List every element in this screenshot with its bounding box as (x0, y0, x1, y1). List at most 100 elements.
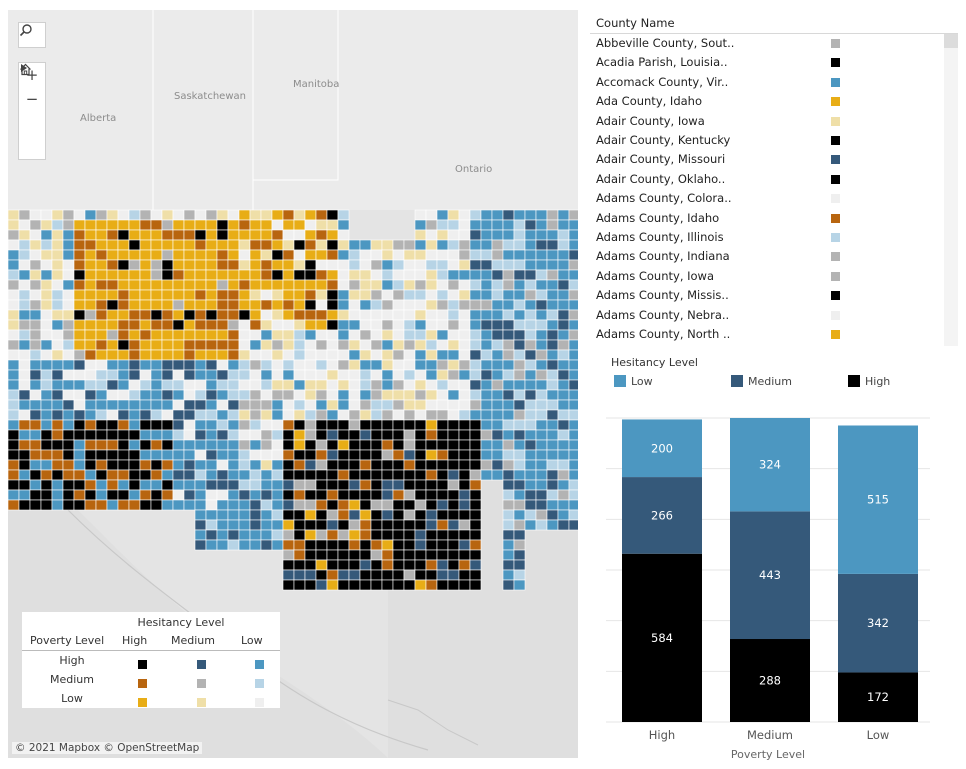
county-tile[interactable] (359, 259, 372, 271)
county-tile[interactable] (117, 479, 130, 491)
county-tile[interactable] (524, 359, 537, 371)
county-tile[interactable] (403, 529, 416, 541)
county-tile[interactable] (172, 449, 185, 461)
county-tile[interactable] (315, 259, 328, 271)
county-tile[interactable] (315, 299, 328, 311)
county-tile[interactable] (8, 399, 20, 411)
county-tile[interactable] (128, 359, 141, 371)
county-tile[interactable] (414, 559, 427, 571)
county-tile[interactable] (161, 409, 174, 421)
county-tile[interactable] (117, 489, 130, 501)
county-tile[interactable] (524, 299, 537, 311)
county-tile[interactable] (425, 219, 438, 231)
county-tile[interactable] (315, 499, 328, 511)
county-tile[interactable] (172, 389, 185, 401)
county-tile[interactable] (359, 329, 372, 341)
county-tile[interactable] (139, 299, 152, 311)
county-tile[interactable] (447, 509, 460, 521)
county-tile[interactable] (381, 369, 394, 381)
county-tile[interactable] (216, 359, 229, 371)
county-tile[interactable] (337, 229, 350, 241)
county-tile[interactable] (337, 539, 350, 551)
county-tile[interactable] (348, 399, 361, 411)
county-tile[interactable] (458, 359, 471, 371)
county-tile[interactable] (315, 409, 328, 421)
county-tile[interactable] (216, 429, 229, 441)
county-tile[interactable] (568, 339, 578, 351)
county-tile[interactable] (249, 449, 262, 461)
county-tile[interactable] (414, 539, 427, 551)
county-tile[interactable] (557, 469, 570, 481)
county-tile[interactable] (403, 429, 416, 441)
county-tile[interactable] (392, 509, 405, 521)
county-tile[interactable] (62, 319, 75, 331)
county-tile[interactable] (183, 359, 196, 371)
county-tile[interactable] (194, 439, 207, 451)
bar-segment-high-high[interactable] (622, 553, 702, 722)
county-tile[interactable] (447, 389, 460, 401)
county-tile[interactable] (568, 449, 578, 461)
county-tile[interactable] (29, 499, 42, 511)
county-tile[interactable] (282, 559, 295, 571)
county-tile[interactable] (84, 439, 97, 451)
county-tile[interactable] (568, 279, 578, 291)
county-tile[interactable] (249, 489, 262, 501)
county-tile[interactable] (359, 459, 372, 471)
county-tile[interactable] (183, 329, 196, 341)
county-tile[interactable] (502, 439, 515, 451)
county-tile[interactable] (117, 239, 130, 251)
county-tile[interactable] (458, 299, 471, 311)
county-tile[interactable] (392, 559, 405, 571)
county-list-row[interactable]: Adams County, Colora.. (590, 189, 942, 208)
county-tile[interactable] (414, 549, 427, 561)
county-tile[interactable] (238, 539, 251, 551)
county-tile[interactable] (326, 419, 339, 431)
county-tile[interactable] (458, 459, 471, 471)
county-tile[interactable] (40, 319, 53, 331)
county-tile[interactable] (546, 209, 559, 221)
county-tile[interactable] (62, 489, 75, 501)
county-tile[interactable] (480, 299, 493, 311)
county-tile[interactable] (161, 469, 174, 481)
county-tile[interactable] (29, 229, 42, 241)
county-tile[interactable] (128, 299, 141, 311)
county-tile[interactable] (8, 389, 20, 401)
county-tile[interactable] (227, 429, 240, 441)
county-tile[interactable] (183, 409, 196, 421)
county-tile[interactable] (51, 409, 64, 421)
county-tile[interactable] (249, 499, 262, 511)
county-tile[interactable] (51, 349, 64, 361)
county-tile[interactable] (381, 449, 394, 461)
county-tile[interactable] (139, 409, 152, 421)
county-tile[interactable] (326, 239, 339, 251)
county-tile[interactable] (106, 359, 119, 371)
county-tile[interactable] (546, 269, 559, 281)
county-tile[interactable] (513, 539, 526, 551)
county-tile[interactable] (183, 489, 196, 501)
county-tile[interactable] (447, 239, 460, 251)
county-tile[interactable] (205, 489, 218, 501)
county-tile[interactable] (183, 349, 196, 361)
county-tile[interactable] (315, 219, 328, 231)
county-tile[interactable] (260, 509, 273, 521)
county-tile[interactable] (315, 549, 328, 561)
county-tile[interactable] (249, 229, 262, 241)
county-tile[interactable] (260, 439, 273, 451)
county-tile[interactable] (260, 309, 273, 321)
county-tile[interactable] (84, 389, 97, 401)
county-tile[interactable] (282, 279, 295, 291)
county-tile[interactable] (260, 299, 273, 311)
county-tile[interactable] (381, 279, 394, 291)
county-tile[interactable] (403, 579, 416, 591)
county-tile[interactable] (447, 479, 460, 491)
county-tile[interactable] (469, 269, 482, 281)
county-tile[interactable] (546, 279, 559, 291)
county-tile[interactable] (381, 429, 394, 441)
county-tile[interactable] (293, 539, 306, 551)
county-tile[interactable] (95, 249, 108, 261)
county-tile[interactable] (348, 439, 361, 451)
county-list-row[interactable]: Adams County, North .. (590, 325, 942, 344)
county-tile[interactable] (150, 429, 163, 441)
county-tile[interactable] (447, 249, 460, 261)
county-tile[interactable] (194, 339, 207, 351)
